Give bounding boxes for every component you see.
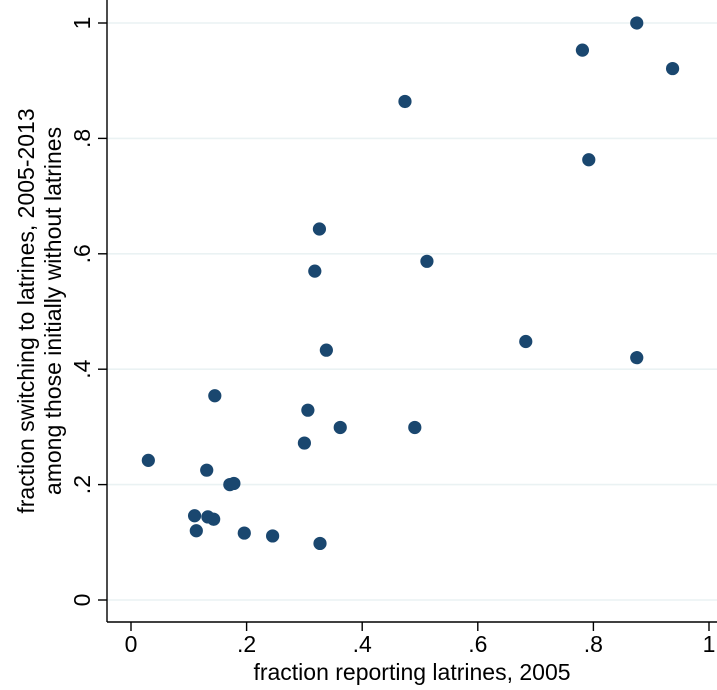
y-axis-title-line-1: fraction switching to latrines, 2005-201… — [13, 108, 39, 513]
data-point — [665, 61, 680, 76]
data-point — [313, 536, 327, 551]
data-point — [208, 389, 222, 403]
data-point — [420, 254, 434, 268]
data-point — [519, 334, 533, 349]
gridlines — [107, 22, 717, 601]
data-point — [266, 529, 280, 543]
data-point — [301, 403, 315, 417]
x-tick-label: .2 — [237, 631, 256, 657]
x-tick-label: .4 — [353, 631, 372, 657]
data-point — [237, 526, 251, 540]
x-tick-label: 1 — [703, 631, 716, 657]
data-point — [308, 264, 322, 278]
data-point — [207, 512, 221, 526]
data-point — [630, 351, 644, 365]
data-point — [141, 453, 155, 467]
x-tick-label: .6 — [468, 631, 487, 657]
data-point — [319, 343, 333, 357]
axes — [106, 0, 717, 623]
data-point — [187, 509, 202, 523]
data-point — [200, 463, 214, 477]
y-tick-label: 0 — [69, 594, 95, 607]
data-point — [333, 420, 347, 435]
x-tick-label: 0 — [125, 631, 138, 657]
y-axis-title: fraction switching to latrines, 2005-201… — [13, 108, 66, 513]
data-point — [575, 43, 590, 57]
data-point — [408, 420, 422, 435]
data-point — [630, 16, 644, 30]
data-point — [297, 436, 311, 450]
data-point — [312, 222, 327, 236]
data-point — [189, 524, 203, 538]
y-axis-ticks: 0 .2 .4 .6 .8 1 — [69, 17, 107, 607]
y-tick-label: .6 — [69, 244, 95, 263]
x-axis-title: fraction reporting latrines, 2005 — [253, 659, 570, 685]
data-points — [141, 16, 680, 551]
y-tick-label: 1 — [69, 17, 95, 30]
data-point — [398, 94, 412, 109]
y-tick-label: .2 — [69, 475, 95, 494]
data-point — [227, 476, 241, 491]
y-axis-title-line-2: among those initially without latrines — [40, 127, 66, 495]
data-point — [582, 153, 596, 167]
y-tick-label: .4 — [69, 359, 95, 378]
x-axis-ticks: 0 .2 .4 .6 .8 1 — [125, 622, 716, 657]
x-tick-label: .8 — [584, 631, 603, 657]
y-tick-label: .8 — [69, 129, 95, 148]
